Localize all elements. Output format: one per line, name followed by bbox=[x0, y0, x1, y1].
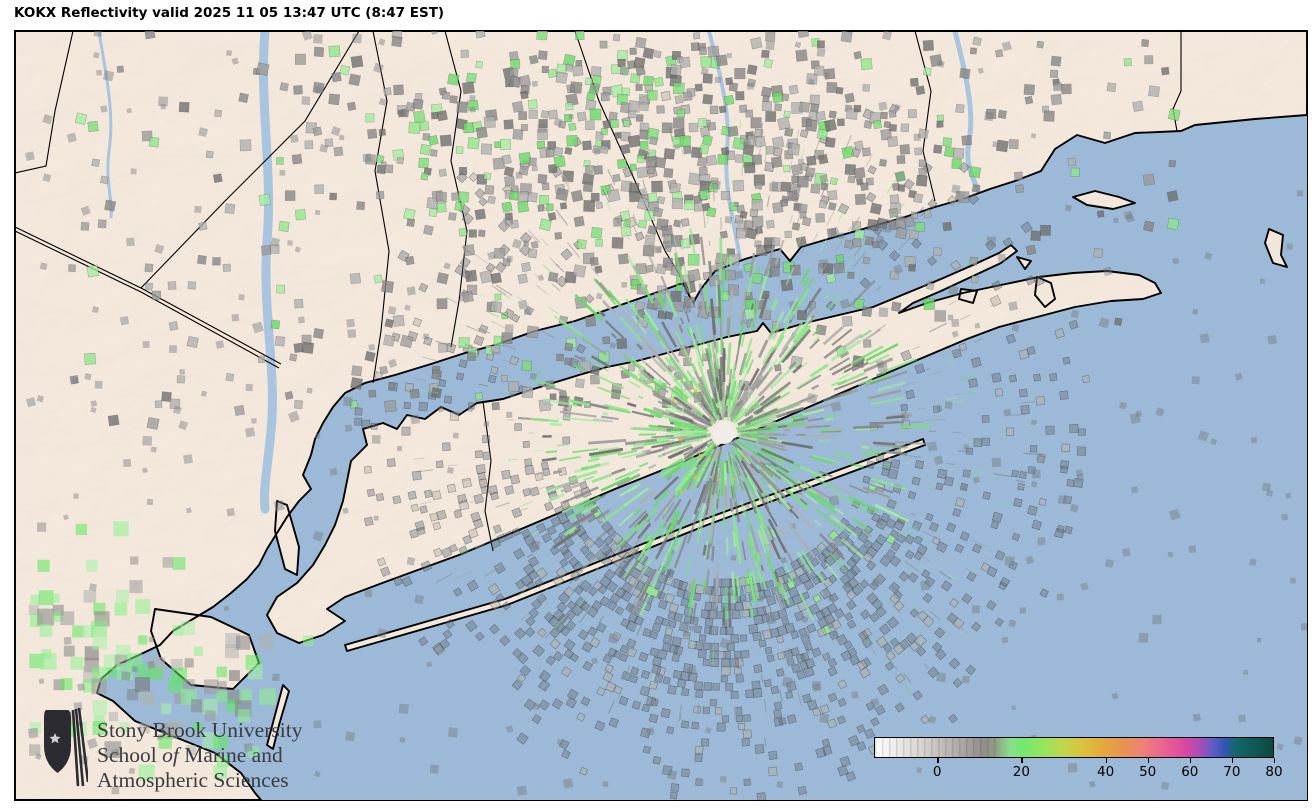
colorbar-tick bbox=[1105, 758, 1107, 763]
colorbar-tick-label: 60 bbox=[1181, 764, 1199, 780]
colorbar-low-bins bbox=[875, 738, 999, 757]
logo-line3: Atmospheric Sciences bbox=[97, 768, 289, 792]
colorbar-tick-label: 40 bbox=[1096, 764, 1115, 780]
small-river bbox=[97, 31, 113, 219]
radar-map bbox=[14, 30, 1308, 801]
sea-clutter-echoes bbox=[354, 88, 1090, 800]
logo-line1: Stony Brook University bbox=[97, 718, 303, 742]
colorbar-tick-label: 80 bbox=[1265, 764, 1283, 780]
logo-wordmark: Stony Brook University School of Marine … bbox=[97, 718, 302, 793]
colorbar-tick bbox=[1147, 758, 1150, 763]
logo-line2: School of Marine and bbox=[97, 743, 283, 767]
colorbar-tick-label: 0 bbox=[932, 764, 942, 780]
colorbar-tick bbox=[1189, 758, 1192, 763]
map-title: KOKX Reflectivity valid 2025 11 05 13:47… bbox=[14, 5, 445, 21]
colorbar-tick bbox=[1231, 758, 1234, 763]
colorbar-tick bbox=[937, 758, 939, 763]
colorbar-tick bbox=[1021, 758, 1023, 763]
colorbar-tick bbox=[1274, 758, 1276, 763]
colorbar-gradient bbox=[874, 737, 1274, 758]
radar-map-canvas bbox=[15, 31, 1307, 800]
hudson-river bbox=[258, 31, 277, 514]
colorbar-tick-label: 20 bbox=[1012, 764, 1030, 780]
stony-brook-logo: Stony Brook University School of Marine … bbox=[42, 708, 302, 793]
stony-brook-shield-icon bbox=[44, 708, 88, 787]
star-icon bbox=[49, 733, 61, 744]
radial-echo-spokes bbox=[413, 119, 1043, 747]
radar-site-marker bbox=[713, 422, 735, 444]
colorbar-tick-label: 70 bbox=[1223, 764, 1241, 780]
reflectivity-colorbar: 0 20 40 50 60 70 80 bbox=[874, 737, 1283, 781]
colorbar-tick-label: 50 bbox=[1139, 764, 1157, 780]
